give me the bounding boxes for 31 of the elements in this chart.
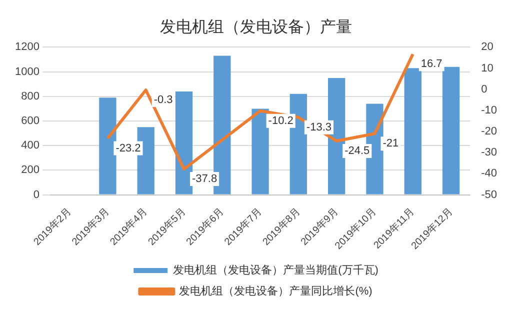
y2-tick-label: -20	[481, 126, 498, 138]
data-label: -0.3	[154, 94, 173, 106]
y-tick-label: 0	[33, 188, 40, 201]
bar	[442, 66, 460, 194]
data-label: -24.5	[344, 145, 370, 158]
data-label: -21	[382, 138, 399, 150]
y-tick-label: 200	[21, 164, 40, 176]
data-label: -10.2	[268, 114, 294, 127]
y2-tick-label: 10	[481, 62, 494, 74]
y2-tick-label: -30	[481, 146, 498, 159]
bar	[99, 98, 116, 194]
chart-title: 发电机组（发电设备）产量	[160, 18, 352, 36]
data-label: -37.8	[192, 173, 218, 186]
y-tick-label: 400	[21, 140, 40, 152]
y2-tick-label: 20	[481, 41, 494, 54]
legend-label: 发电机组（发电设备）产量同比增长(%)	[179, 284, 372, 298]
bar	[175, 91, 193, 194]
data-label: -13.3	[306, 121, 332, 134]
y2-tick-label: 0	[481, 83, 488, 96]
y2-tick-label: -50	[481, 188, 498, 201]
bar	[404, 68, 422, 194]
data-label: -23.2	[116, 142, 141, 154]
bar	[252, 108, 269, 194]
y-tick-label: 1000	[14, 66, 40, 78]
y-tick-label: 800	[21, 90, 40, 102]
y-tick-label: 600	[21, 115, 40, 128]
legend-label: 发电机组（发电设备）产量当期值(万千瓦)	[173, 264, 378, 277]
y-tick-label: 1200	[14, 41, 40, 54]
y2-tick-label: -10	[481, 104, 498, 116]
y2-tick-label: -40	[481, 168, 498, 180]
data-label: 16.7	[420, 58, 442, 70]
